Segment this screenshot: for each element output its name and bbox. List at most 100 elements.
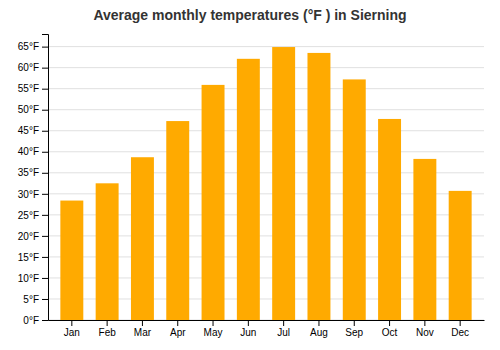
tick-mark [42, 320, 48, 321]
x-axis: Jan Feb Mar Apr May Jun Jul Aug Sep Oct Nov Dec [49, 320, 485, 338]
tick: Dec [451, 320, 469, 338]
tick: 25°F [18, 210, 48, 221]
grid-line [48, 109, 484, 110]
tick-label: Sep [345, 327, 363, 338]
bar [202, 85, 225, 320]
tick: 0°F [23, 315, 48, 326]
tick: Feb [99, 320, 117, 338]
bar [272, 47, 295, 320]
tick-label: Mar [134, 327, 152, 338]
tick-label: 35°F [18, 167, 39, 178]
grid-line [48, 88, 484, 89]
tick: 55°F [18, 83, 48, 94]
tick: 45°F [18, 125, 48, 136]
grid-line [48, 130, 484, 131]
tick-mark [42, 89, 48, 90]
tick-mark [318, 320, 319, 326]
tick-mark [71, 320, 72, 326]
tick: 50°F [18, 104, 48, 115]
chart: Average monthly temperatures (°F ) in Si… [0, 0, 500, 350]
tick-label: 50°F [18, 104, 39, 115]
tick-label: 20°F [18, 231, 39, 242]
tick: Mar [134, 320, 152, 338]
tick: 40°F [18, 146, 48, 157]
tick-label: Oct [382, 327, 398, 338]
tick-label: 60°F [18, 62, 39, 73]
tick-mark [460, 320, 461, 326]
tick-label: 45°F [18, 125, 39, 136]
tick-mark [283, 320, 284, 326]
tick-mark [213, 320, 214, 326]
tick-label: Nov [416, 327, 434, 338]
plot: 0°F 5°F 10°F 15°F 20°F 25°F 30°F 35°F 40°F 45°F 50… [18, 35, 485, 339]
title: Average monthly temperatures (°F ) in Si… [93, 7, 406, 23]
bar [307, 53, 330, 320]
tick: 30°F [18, 189, 48, 200]
tick-mark [42, 299, 48, 300]
tick-mark [424, 320, 425, 326]
tick-label: Feb [99, 327, 117, 338]
bar [60, 201, 83, 320]
tick: Jun [240, 320, 256, 338]
tick: Nov [416, 320, 434, 338]
bar [131, 157, 154, 320]
tick-label: Jun [240, 327, 256, 338]
grid-line [48, 151, 484, 152]
bar [378, 119, 401, 320]
bar [343, 79, 366, 320]
tick-mark [389, 320, 390, 326]
tick-label: 15°F [18, 252, 39, 263]
tick-label: 5°F [23, 294, 39, 305]
tick: 65°F [18, 41, 48, 52]
tick-mark [354, 320, 355, 326]
bars [60, 47, 471, 320]
tick-label: Jan [64, 327, 80, 338]
tick: 10°F [18, 273, 48, 284]
axis-line [49, 320, 485, 321]
tick-label: 55°F [18, 83, 39, 94]
tick-mark [42, 257, 48, 258]
bar [96, 183, 119, 320]
tick: 5°F [23, 294, 48, 305]
tick-label: May [204, 327, 223, 338]
tick-label: 10°F [18, 273, 39, 284]
tick-label: Dec [451, 327, 469, 338]
tick-mark [142, 320, 143, 326]
tick-mark [248, 320, 249, 326]
tick-mark [107, 320, 108, 326]
tick-mark [42, 110, 48, 111]
tick-label: Jul [277, 327, 290, 338]
grid-line [48, 46, 484, 47]
tick-mark [42, 278, 48, 279]
tick: 60°F [18, 62, 48, 73]
tick-label: 25°F [18, 210, 39, 221]
tick: 15°F [18, 252, 48, 263]
tick: 20°F [18, 231, 48, 242]
tick: Aug [310, 320, 328, 338]
bar [413, 159, 436, 320]
axis-line [42, 35, 49, 321]
grid-line [48, 67, 484, 68]
tick-mark [42, 215, 48, 216]
tick-label: 65°F [18, 41, 39, 52]
tick-label: 30°F [18, 189, 39, 200]
tick: 35°F [18, 167, 48, 178]
tick-mark [42, 173, 48, 174]
tick-label: 40°F [18, 146, 39, 157]
tick: Jul [277, 320, 290, 338]
y-axis: 0°F 5°F 10°F 15°F 20°F 25°F 30°F 35°F 40°F 45°F 50… [18, 35, 49, 326]
tick-mark [42, 194, 48, 195]
bar [237, 59, 260, 320]
tick-mark [177, 320, 178, 326]
tick-label: 0°F [23, 315, 39, 326]
tick-mark [42, 152, 48, 153]
grid [48, 47, 484, 320]
tick-label: Aug [310, 327, 328, 338]
tick: Jan [64, 320, 80, 338]
tick: Apr [170, 320, 186, 338]
tick-mark [42, 131, 48, 132]
bar [449, 191, 472, 320]
tick-label: Apr [170, 327, 186, 338]
tick: Oct [382, 320, 398, 338]
tick-mark [42, 68, 48, 69]
